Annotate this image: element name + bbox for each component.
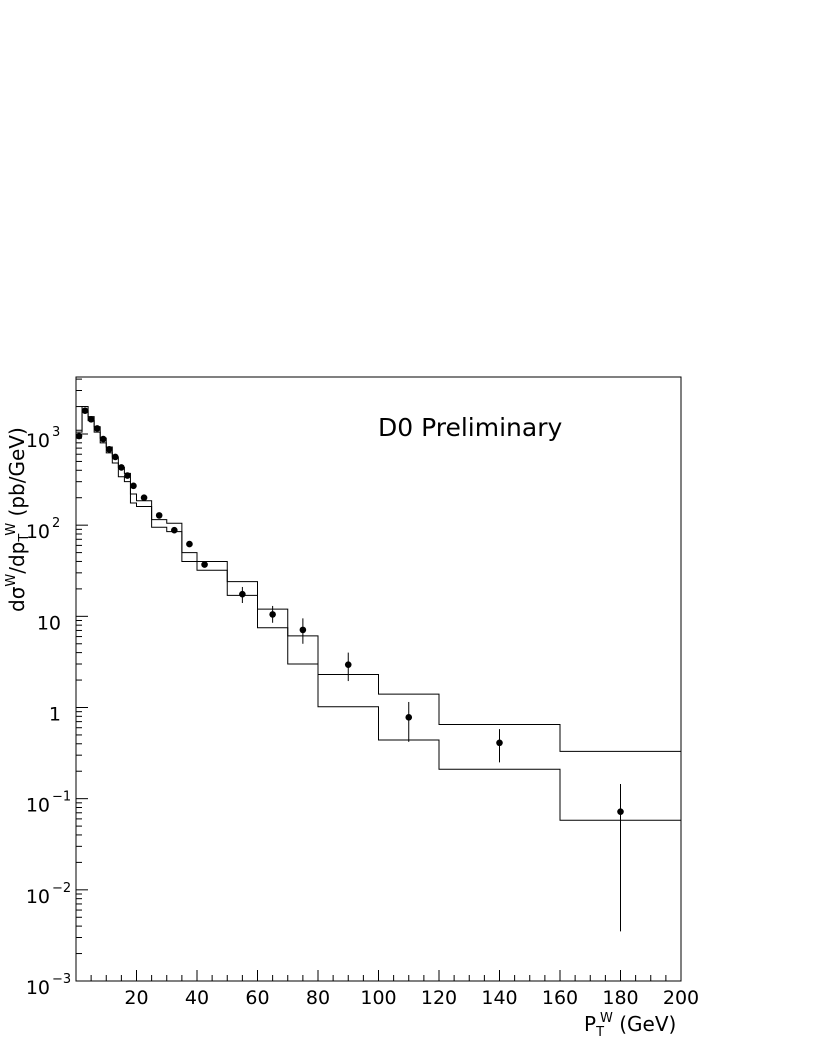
y-tick-exponent: 3 xyxy=(52,425,60,440)
y-tick-label: 10 xyxy=(26,977,50,999)
x-tick-label: 40 xyxy=(185,987,209,1009)
axis-ticks xyxy=(76,378,667,982)
data-point xyxy=(239,590,246,598)
data-point xyxy=(87,415,95,423)
x-tick-label: 180 xyxy=(602,987,638,1009)
x-tick-labels: 20 40 60 80 100 120 140 160 180 200 xyxy=(124,987,699,1009)
x-tick-label: 120 xyxy=(421,987,457,1009)
x-tick-label: 140 xyxy=(481,987,517,1009)
data-point xyxy=(140,494,148,502)
y-tick-exponent: −2 xyxy=(52,881,71,896)
data-point xyxy=(124,472,131,479)
x-tick-label: 100 xyxy=(360,987,396,1009)
histogram-1 xyxy=(76,406,681,752)
y-tick-label: 10 xyxy=(26,521,50,543)
data-point xyxy=(93,425,101,432)
histograms xyxy=(76,406,681,821)
data-point xyxy=(269,611,276,618)
data-point xyxy=(118,464,125,471)
data-point xyxy=(201,561,208,568)
data-point xyxy=(344,661,352,668)
y-axis-label: dσW/dpTW (pb/GeV) xyxy=(4,427,32,612)
x-tick-label: 20 xyxy=(124,987,148,1009)
data-point xyxy=(299,626,307,634)
x-tick-label: 80 xyxy=(306,987,330,1009)
x-tick-label: 200 xyxy=(663,987,699,1009)
data-point xyxy=(81,407,89,415)
y-tick-label: 10 xyxy=(26,886,50,908)
data-point xyxy=(496,739,503,747)
data-point xyxy=(105,445,113,453)
data-point xyxy=(617,808,624,815)
data-points xyxy=(75,407,624,932)
data-point xyxy=(112,453,119,461)
x-tick-label: 60 xyxy=(245,987,269,1009)
y-tick-label: 10 xyxy=(26,795,50,817)
y-tick-label: 1 xyxy=(49,704,61,726)
histogram-2 xyxy=(76,410,681,821)
data-point xyxy=(75,432,83,440)
data-point xyxy=(405,714,413,721)
x-tick-label: 160 xyxy=(542,987,578,1009)
data-point xyxy=(155,512,163,519)
data-point xyxy=(99,435,107,443)
data-point xyxy=(171,526,178,534)
y-tick-label: 10 xyxy=(26,430,50,452)
y-tick-exponent: −1 xyxy=(52,790,71,805)
chart-annotation: D0 Preliminary xyxy=(378,413,562,442)
y-tick-label: 10 xyxy=(37,612,61,634)
x-axis-label: PTW (GeV) xyxy=(584,1011,676,1040)
data-point xyxy=(186,540,193,548)
data-point xyxy=(130,482,137,490)
y-tick-exponent: −3 xyxy=(52,972,71,987)
y-tick-exponent: 2 xyxy=(52,516,60,531)
